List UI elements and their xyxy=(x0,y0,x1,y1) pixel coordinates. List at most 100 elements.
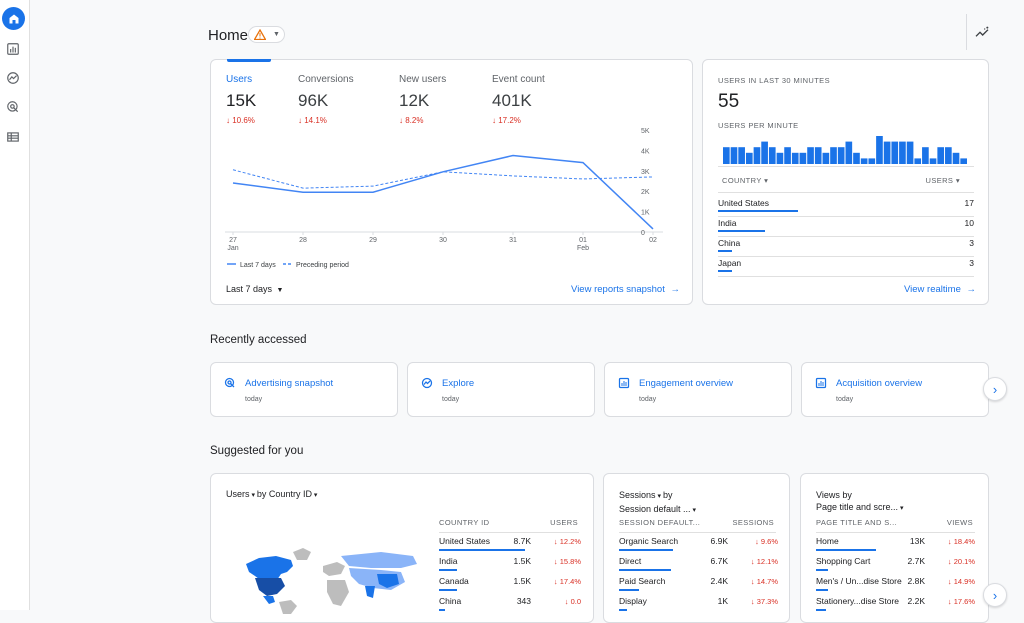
table-row[interactable]: Men's / Un...dise Store 2.8K ↓ 14.9% xyxy=(816,576,975,595)
country-bar xyxy=(718,250,733,252)
recent-item-name: Acquisition overview xyxy=(836,378,923,389)
minute-bar xyxy=(768,147,776,164)
country-row[interactable]: Japan 3 xyxy=(718,258,974,277)
minute-bar xyxy=(937,147,945,164)
table-row[interactable]: Canada 1.5K ↓ 17.4% xyxy=(439,576,581,595)
minute-bar xyxy=(960,158,967,164)
recent-next-button[interactable]: › xyxy=(983,377,1007,401)
recent-card-explore[interactable]: Explore today xyxy=(407,362,595,417)
y-tick-label: 5K xyxy=(641,128,650,135)
table-row[interactable]: Organic Search 6.9K ↓ 9.6% xyxy=(619,536,778,555)
row-value: 2.2K xyxy=(907,596,926,606)
recent-card-engagement-overview[interactable]: Engagement overview today xyxy=(604,362,792,417)
minute-bar xyxy=(929,158,937,164)
legend-label: Preceding period xyxy=(296,262,349,269)
table-row[interactable]: India 1.5K ↓ 15.8% xyxy=(439,556,581,575)
row-change: ↓ 14.7% xyxy=(750,577,778,586)
country-row[interactable]: United States 17 xyxy=(718,198,974,217)
metric-event-count[interactable]: Event count 401K ↓ 17.2% xyxy=(492,74,545,125)
configure-icon[interactable] xyxy=(6,130,20,144)
country-users: 3 xyxy=(969,258,974,268)
metric-new-users[interactable]: New users 12K ↓ 8.2% xyxy=(399,74,446,125)
row-bar xyxy=(619,609,627,611)
dimension-dropdown[interactable]: Session default ... xyxy=(619,504,691,514)
metric-dropdown[interactable]: Sessions xyxy=(619,490,656,500)
divider xyxy=(718,276,974,277)
row-label: Canada xyxy=(439,576,469,586)
minute-bar xyxy=(891,141,899,164)
chevron-right-icon: › xyxy=(992,381,998,397)
minute-bar xyxy=(753,147,761,164)
map-europe xyxy=(323,562,345,576)
table-row[interactable]: Paid Search 2.4K ↓ 14.7% xyxy=(619,576,778,595)
card-dimension-selector[interactable]: Views by Page title and scre... ▾ xyxy=(816,489,904,515)
y-tick-label: 1K xyxy=(641,210,650,217)
view-realtime-link[interactable]: View realtime → xyxy=(904,284,976,295)
minute-bar xyxy=(822,152,830,164)
metric-conversions[interactable]: Conversions 96K ↓ 14.1% xyxy=(298,74,354,125)
table-row[interactable]: Display 1K ↓ 37.3% xyxy=(619,596,778,615)
view-reports-snapshot-link[interactable]: View reports snapshot → xyxy=(571,284,680,295)
minute-bar xyxy=(876,136,883,164)
row-label: United States xyxy=(439,536,491,546)
recent-card-advertising-snapshot[interactable]: Advertising snapshot today xyxy=(210,362,398,417)
caret-down-icon: ▾ xyxy=(690,507,697,514)
explore-icon[interactable] xyxy=(6,71,20,85)
minute-bar xyxy=(883,141,891,164)
advertising-icon[interactable] xyxy=(6,100,20,114)
country-column-header[interactable]: COUNTRY ▾ xyxy=(722,176,768,185)
table-row[interactable]: Shopping Cart 2.7K ↓ 20.1% xyxy=(816,556,975,575)
minute-bar xyxy=(761,141,768,164)
home-nav-button[interactable] xyxy=(2,7,25,30)
property-warning-chip[interactable]: ▼ xyxy=(248,26,285,43)
row-value: 2.4K xyxy=(710,576,729,586)
recent-item-time: today xyxy=(639,396,657,403)
dimension-dropdown[interactable]: Page title and scre... xyxy=(816,502,899,512)
users-column-header[interactable]: USERS ▾ xyxy=(926,176,961,185)
recent-card-acquisition-overview[interactable]: Acquisition overview today xyxy=(801,362,989,417)
column-label: COUNTRY xyxy=(722,176,762,185)
metric-change: ↓ 10.6% xyxy=(226,116,255,125)
col-header: SESSION DEFAULT... xyxy=(619,518,701,527)
country-name: China xyxy=(718,238,741,248)
table-row[interactable]: China 343 ↓ 0.0 xyxy=(439,596,581,615)
country-row[interactable]: China 3 xyxy=(718,238,974,257)
table-row[interactable]: United States 8.7K ↓ 12.2% xyxy=(439,536,581,555)
caret-down-icon: ▾ xyxy=(764,176,769,185)
realtime-value: 55 xyxy=(718,91,740,112)
row-bar xyxy=(439,549,525,551)
card-dimension-selector[interactable]: Users ▾ by Country ID ▾ xyxy=(226,489,317,499)
metric-users[interactable]: Users 15K ↓ 10.6% xyxy=(226,74,256,125)
reports-icon[interactable] xyxy=(6,42,20,56)
range-selector[interactable]: Last 7 days ▼ xyxy=(226,284,283,294)
nav-rail xyxy=(0,0,30,610)
caret-down-icon: ▼ xyxy=(276,287,284,294)
row-change: ↓ 20.1% xyxy=(947,557,975,566)
recent-item-name: Engagement overview xyxy=(639,378,733,389)
x-tick-label: 28 xyxy=(299,237,307,244)
card-dimension-selector[interactable]: Sessions ▾ by Session default ... ▾ xyxy=(619,489,696,517)
minute-bar xyxy=(799,152,807,164)
divider xyxy=(439,532,579,533)
map-north-america xyxy=(246,556,293,584)
country-users: 10 xyxy=(964,218,974,228)
insights-icon[interactable] xyxy=(974,25,990,41)
minute-bar xyxy=(738,147,745,164)
row-label: Organic Search xyxy=(619,536,679,546)
table-row[interactable]: Direct 6.7K ↓ 12.1% xyxy=(619,556,778,575)
metric-dropdown[interactable]: Users xyxy=(226,489,250,499)
table-row[interactable]: Home 13K ↓ 18.4% xyxy=(816,536,975,555)
suggested-next-button[interactable]: › xyxy=(983,583,1007,607)
row-change: ↓ 17.4% xyxy=(553,577,581,586)
country-row[interactable]: India 10 xyxy=(718,218,974,237)
table-row[interactable]: Stationery...dise Store 2.2K ↓ 17.6% xyxy=(816,596,975,615)
dimension-dropdown[interactable]: by Country ID xyxy=(256,489,312,499)
explore-icon xyxy=(421,377,433,389)
row-label: Men's / Un...dise Store xyxy=(816,576,902,586)
report-icon xyxy=(815,377,827,389)
minute-bar xyxy=(814,147,822,164)
caret-down-icon: ▾ xyxy=(655,493,663,500)
minute-bar xyxy=(791,152,799,164)
metric-value: 15K xyxy=(226,91,257,110)
